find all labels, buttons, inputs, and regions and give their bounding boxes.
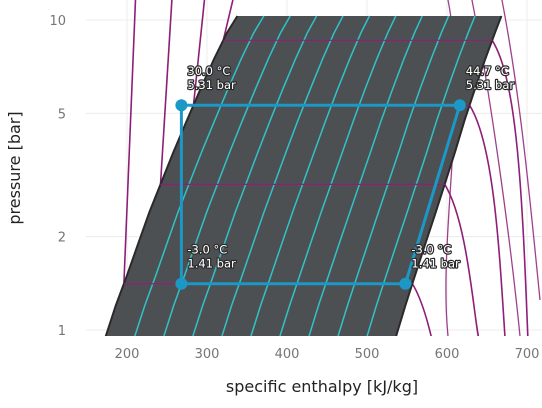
state-point-marker <box>175 99 188 112</box>
x-tick-label: 600 <box>435 347 460 362</box>
quality-line <box>279 15 397 336</box>
quality-line <box>308 15 423 336</box>
isotherm-liquid-branch <box>222 0 234 41</box>
quality-line <box>366 15 476 336</box>
saturated-vapor-line <box>395 15 503 336</box>
state-point-marker <box>453 99 466 112</box>
state-point-temperature: 30.0 °C <box>187 64 230 78</box>
isotherm-vapor-branch <box>491 39 529 336</box>
quality-line <box>221 15 344 336</box>
x-tick-label: 500 <box>355 347 380 362</box>
isotherm-vapor-branch <box>468 104 506 336</box>
isotherm-superheated <box>501 0 541 301</box>
state-point-temperature: 44.7 °C <box>466 64 509 78</box>
saturated-liquid-line <box>104 15 239 336</box>
x-tick-label: 400 <box>275 347 300 362</box>
state-point-pressure: 1.41 bar <box>411 257 460 271</box>
state-point-pressure: 5.31 bar <box>187 78 236 92</box>
state-point-marker <box>399 277 412 290</box>
x-axis-title: specific enthalpy [kJ/kg] <box>226 377 418 396</box>
state-point-marker <box>175 277 188 290</box>
isotherm-liquid-branch <box>192 0 206 106</box>
state-point-pressure: 5.31 bar <box>466 78 515 92</box>
x-tick-label: 700 <box>515 347 540 362</box>
y-tick-label: 2 <box>58 231 66 246</box>
state-point-temperature: -3.0 °C <box>411 243 451 257</box>
y-axis-title: pressure [bar] <box>5 111 24 224</box>
quality-line <box>337 15 450 336</box>
two-phase-region <box>105 16 502 336</box>
state-point-temperature: -3.0 °C <box>187 243 227 257</box>
state-point-pressure: 1.41 bar <box>187 257 236 271</box>
isotherm-liquid-branch <box>159 0 173 185</box>
quality-line <box>250 15 371 336</box>
isotherm-vapor-branch <box>443 183 480 336</box>
quality-line <box>134 15 265 336</box>
isotherm-vapor-branch <box>411 283 432 336</box>
quality-line <box>192 15 318 336</box>
isotherm-liquid-branch <box>123 0 137 284</box>
y-tick-label: 5 <box>58 107 66 122</box>
y-tick-label: 10 <box>49 14 66 29</box>
x-tick-label: 300 <box>195 347 220 362</box>
y-tick-label: 1 <box>58 324 66 339</box>
x-tick-label: 200 <box>115 347 140 362</box>
